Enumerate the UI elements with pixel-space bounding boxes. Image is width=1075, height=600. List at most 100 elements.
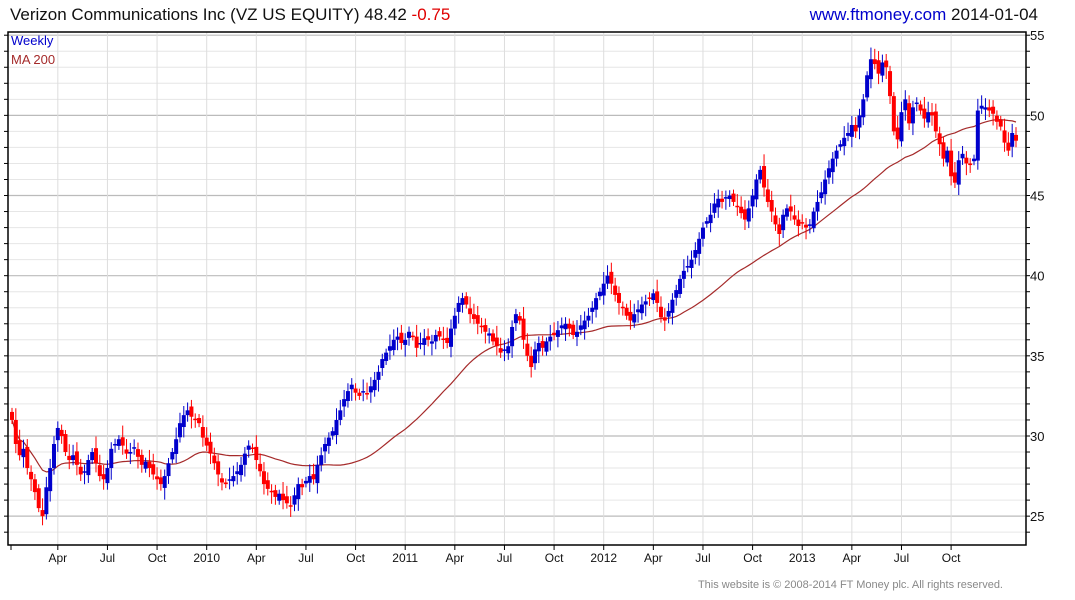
- candle-body: [708, 214, 713, 224]
- candle: [884, 53, 889, 79]
- candle: [865, 71, 870, 102]
- candle-body: [754, 179, 759, 200]
- candle-body: [796, 219, 801, 226]
- candle: [647, 292, 652, 306]
- candle-body: [185, 410, 190, 416]
- x-tick-label: Apr: [843, 551, 862, 565]
- candle-body: [861, 99, 866, 118]
- candle: [846, 122, 851, 142]
- candle: [891, 92, 896, 136]
- candle-body: [426, 336, 431, 340]
- candle-body: [296, 484, 301, 500]
- candle: [426, 328, 431, 347]
- candle-body: [517, 316, 522, 321]
- candle-body: [685, 266, 690, 268]
- candle: [113, 438, 118, 453]
- candle-body: [784, 208, 789, 217]
- candle: [494, 325, 499, 356]
- candle-body: [170, 452, 175, 460]
- candle: [563, 317, 568, 341]
- candle-body: [460, 298, 465, 305]
- candle: [200, 415, 205, 447]
- candle: [712, 193, 717, 219]
- candle: [552, 322, 557, 341]
- candle: [674, 284, 679, 306]
- candle-body: [880, 62, 885, 76]
- candle-body: [781, 214, 786, 231]
- candle-body: [357, 392, 362, 396]
- candle: [536, 336, 541, 364]
- candle-body: [441, 338, 446, 341]
- candle-body: [456, 302, 461, 312]
- candle-body: [700, 227, 705, 239]
- candle-body: [166, 463, 171, 477]
- x-tick-label: Jul: [298, 551, 313, 565]
- chart-date: 2014-01-04: [951, 5, 1038, 24]
- candle: [86, 454, 91, 483]
- y-tick-label: 45: [1030, 189, 1044, 204]
- candle: [170, 448, 175, 464]
- candle-body: [177, 423, 182, 438]
- candle-body: [250, 447, 255, 450]
- candle: [208, 432, 213, 465]
- candle-body: [849, 124, 854, 137]
- candle-body: [55, 427, 60, 441]
- candle-body: [292, 495, 297, 505]
- candle-body: [979, 105, 984, 109]
- candle-body: [82, 471, 87, 473]
- candle: [475, 305, 480, 335]
- candle: [632, 303, 637, 328]
- candle-body: [823, 179, 828, 195]
- candle-body: [116, 439, 121, 446]
- candle: [44, 476, 49, 520]
- candle: [48, 458, 53, 502]
- candle-body: [67, 455, 72, 461]
- candle: [120, 425, 125, 455]
- candle: [574, 320, 579, 347]
- candle: [529, 346, 534, 378]
- candle-body: [13, 419, 18, 445]
- candle: [132, 439, 137, 455]
- candle-body: [158, 477, 163, 485]
- candle-body: [1014, 134, 1018, 141]
- candle-body: [975, 110, 980, 161]
- candle-body: [548, 336, 553, 342]
- candle-body: [1010, 132, 1015, 147]
- candle: [720, 190, 725, 209]
- candle: [460, 292, 465, 313]
- candle: [639, 296, 644, 320]
- candle-body: [750, 195, 755, 207]
- candle-body: [838, 144, 843, 147]
- candle: [559, 317, 564, 335]
- candle: [334, 408, 339, 445]
- site-link[interactable]: www.ftmoney.com: [809, 5, 947, 24]
- candle: [868, 47, 873, 89]
- candle: [926, 101, 931, 128]
- candle: [365, 382, 370, 400]
- candle: [876, 51, 881, 85]
- candle-body: [59, 429, 64, 436]
- candle: [242, 447, 247, 477]
- candle-body: [960, 153, 965, 159]
- candle-body: [483, 325, 488, 332]
- candle-body: [578, 325, 583, 330]
- candle: [197, 414, 202, 428]
- candle: [960, 145, 965, 165]
- candle: [174, 427, 179, 464]
- candle: [689, 250, 694, 279]
- candle-body: [662, 317, 667, 321]
- candle-body: [361, 391, 366, 393]
- candle: [773, 207, 778, 231]
- candle-body: [200, 427, 205, 438]
- candle-body: [590, 307, 595, 312]
- candle: [693, 242, 698, 265]
- x-tick-label: Apr: [644, 551, 663, 565]
- candle-body: [235, 471, 240, 475]
- candle: [82, 464, 87, 485]
- candle: [666, 303, 671, 324]
- candle-body: [239, 464, 244, 476]
- candle-body: [449, 328, 454, 347]
- candle: [548, 324, 553, 351]
- candle-body: [36, 488, 41, 509]
- candle-body: [10, 411, 14, 420]
